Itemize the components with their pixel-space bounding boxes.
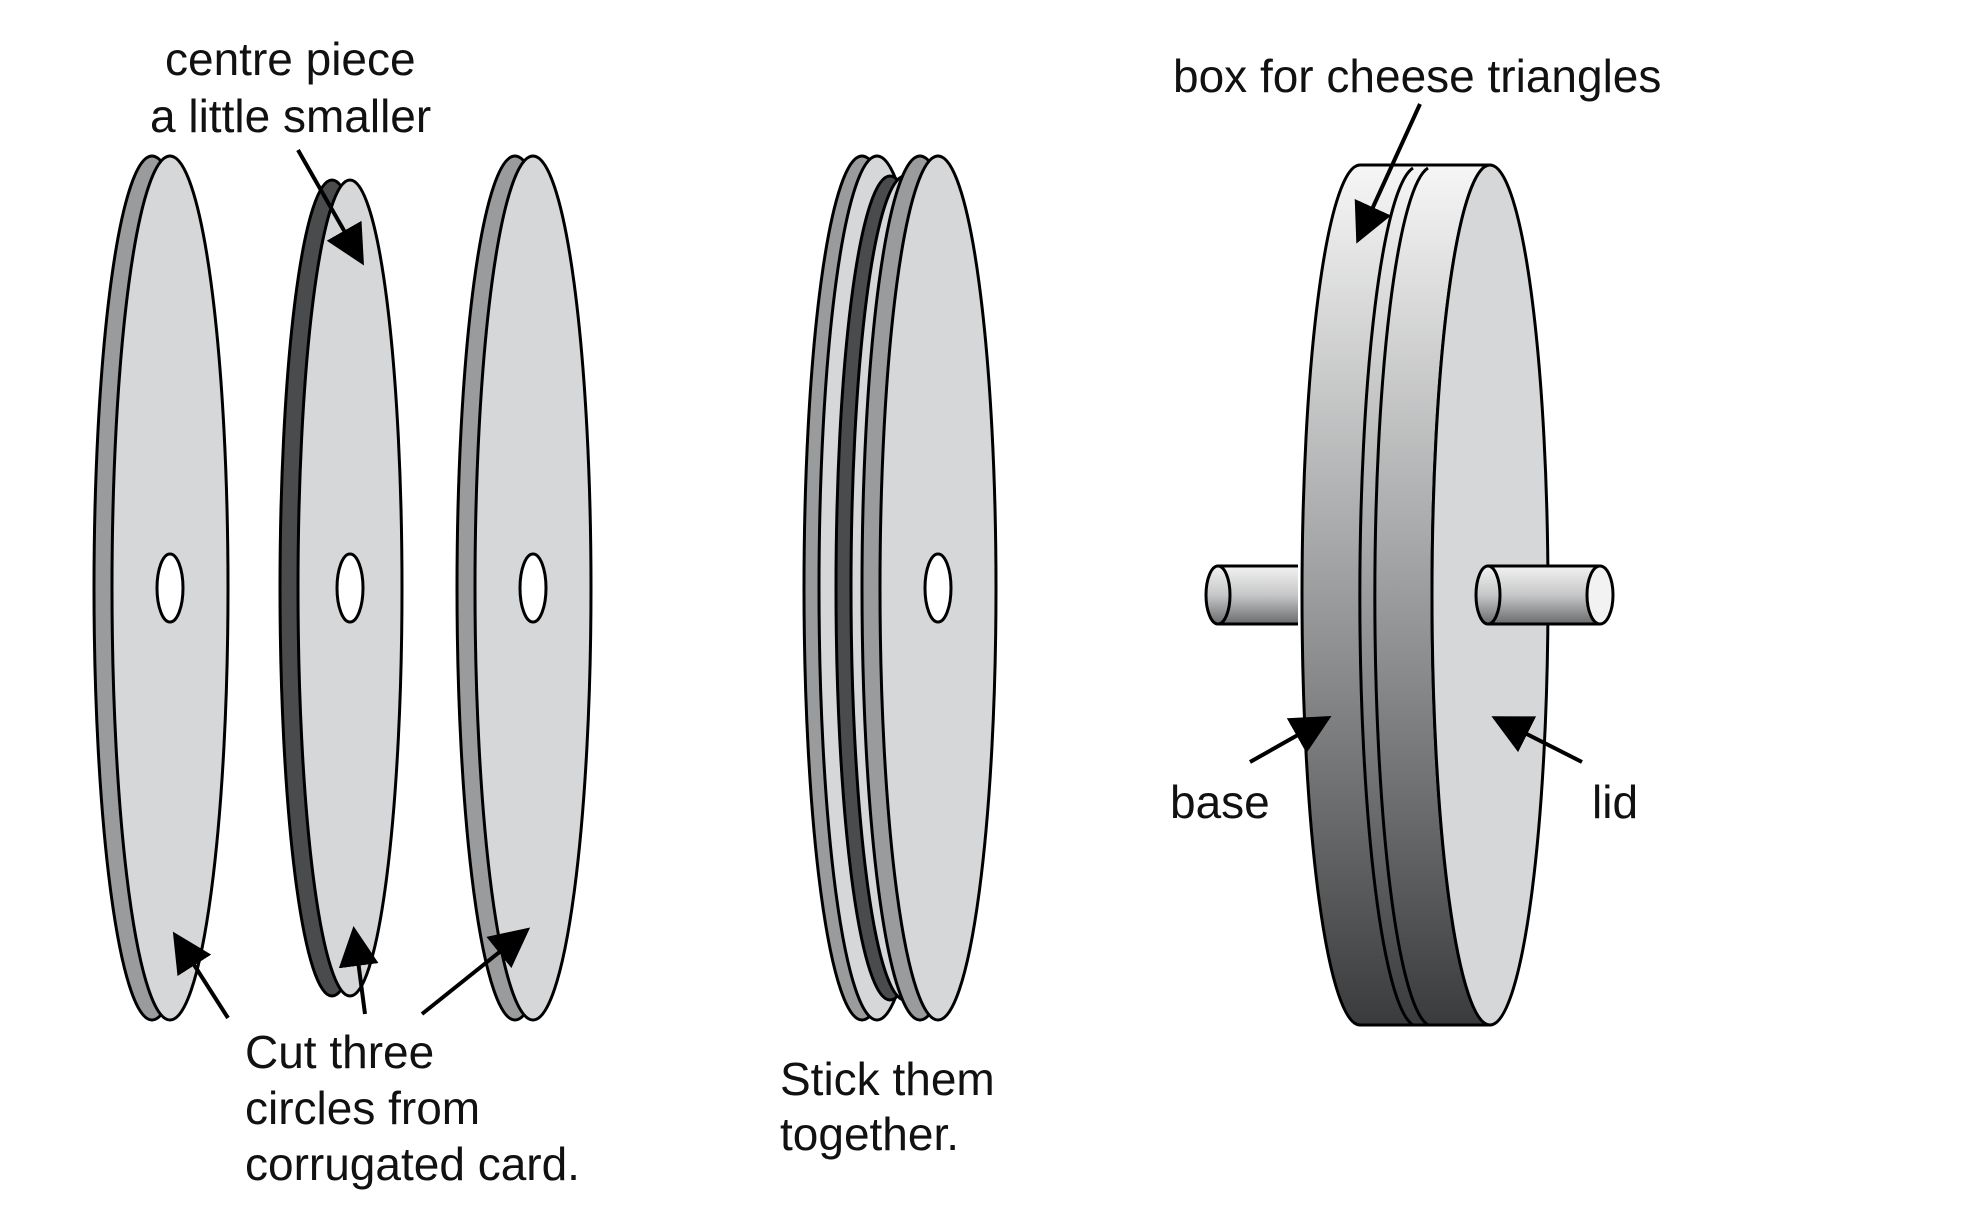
pointer-arrows xyxy=(172,103,1583,1020)
label-cut-line1: Cut three xyxy=(245,1026,434,1078)
arrow-lid xyxy=(1491,716,1583,764)
disc-stack xyxy=(802,154,998,1022)
label-cut-line3: corrugated card. xyxy=(245,1138,580,1190)
disc-right xyxy=(455,154,593,1022)
arrow-centre-piece xyxy=(296,149,364,266)
arrow-cut-disc-centre xyxy=(338,926,379,1015)
axle-right xyxy=(1474,564,1615,626)
cheese-box-assembly xyxy=(1204,163,1615,1027)
arrow-cut-disc-right xyxy=(420,927,531,1016)
disc-right-hole xyxy=(518,552,548,624)
disc-centre xyxy=(278,178,404,998)
arrow-base xyxy=(1249,716,1332,764)
label-cut-line2: circles from xyxy=(245,1082,480,1134)
label-stick-line1: Stick them xyxy=(780,1053,995,1105)
arrow-box xyxy=(1354,103,1422,244)
label-centre-piece-line1: centre piece xyxy=(165,33,416,85)
axle-left xyxy=(1204,564,1298,626)
label-lid: lid xyxy=(1592,776,1638,828)
box-seam-2 xyxy=(1373,166,1429,1027)
disc-left xyxy=(92,154,230,1022)
label-base: base xyxy=(1170,776,1270,828)
label-centre-piece-line2: a little smaller xyxy=(150,90,431,142)
stack-hole xyxy=(923,552,953,624)
label-box: box for cheese triangles xyxy=(1173,50,1661,102)
disc-centre-hole xyxy=(335,552,365,624)
label-stick-line2: together. xyxy=(780,1108,959,1160)
disc-left-hole xyxy=(155,552,185,624)
arrow-cut-disc-left xyxy=(172,931,230,1020)
